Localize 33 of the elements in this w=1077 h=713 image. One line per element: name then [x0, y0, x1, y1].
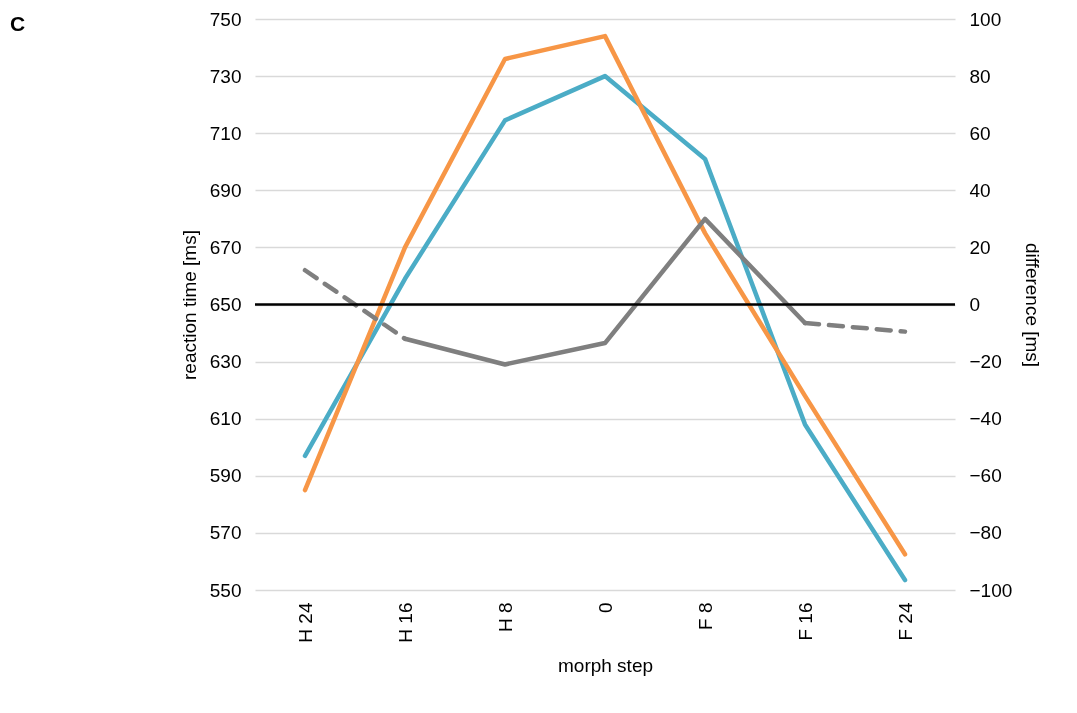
text: C [10, 12, 26, 35]
y2-tick-label: 80 [969, 65, 991, 87]
y2-axis-title: difference [ms] [1022, 242, 1044, 368]
x-tick-label: H 8 [494, 602, 516, 633]
y2-tick-label: 0 [969, 294, 981, 315]
x-axis-title: morph step [557, 654, 654, 676]
y-tick-label: 650 [209, 294, 242, 315]
y-tick-label: 630 [209, 351, 242, 373]
y-tick-label: 590 [209, 465, 242, 487]
y-tick-label: 710 [209, 122, 242, 144]
y-axis-title: reaction time [ms] [178, 230, 200, 380]
y-tick-label: 610 [209, 408, 242, 430]
y2-tick-label: −60 [969, 465, 1002, 487]
y-tick-label: 750 [209, 8, 242, 30]
y2-tick-label: −100 [969, 579, 1013, 601]
x-tick-label: F 16 [794, 602, 816, 641]
y-tick-label: 570 [209, 522, 242, 544]
x-tick-label: F 24 [894, 602, 916, 641]
y-tick-label: 670 [209, 236, 242, 258]
y2-tick-label: −20 [969, 351, 1002, 373]
y-tick-label: 550 [209, 579, 242, 601]
x-tick-label: H 16 [394, 602, 416, 643]
y2-tick-label: 60 [969, 122, 991, 144]
y2-tick-label: −40 [969, 408, 1002, 430]
y-tick-label: 690 [209, 179, 242, 201]
y2-tick-label: −80 [969, 522, 1002, 544]
x-tick-label: 0 [594, 602, 616, 614]
x-tick-label: H 24 [294, 602, 316, 643]
x-tick-label: F 8 [694, 602, 716, 630]
y2-tick-label: 40 [969, 179, 991, 201]
y-tick-label: 730 [209, 65, 242, 87]
y2-tick-label: 20 [969, 236, 991, 258]
y2-tick-label: 100 [969, 8, 1002, 30]
